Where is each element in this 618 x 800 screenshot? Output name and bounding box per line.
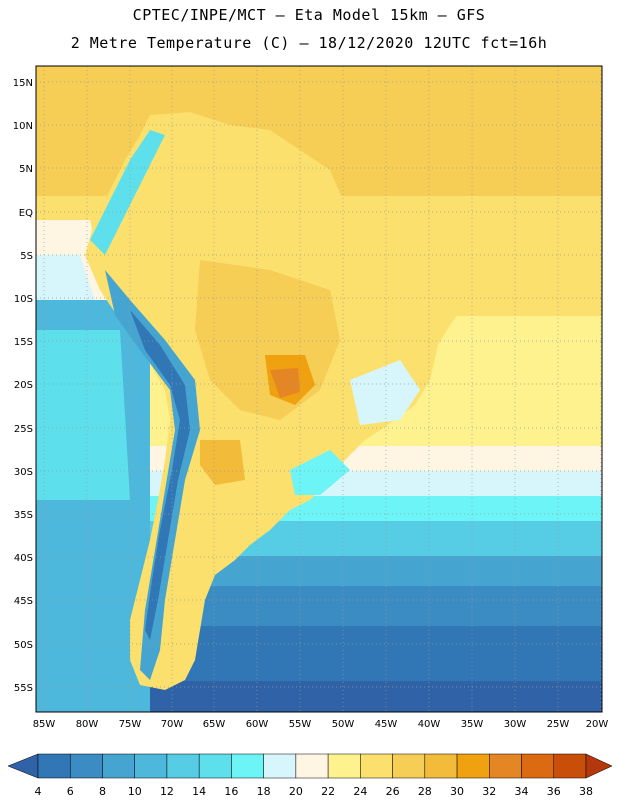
lon-label: 60W — [246, 719, 269, 730]
colorbar-arrow-high — [585, 753, 613, 779]
lon-label: 70W — [161, 719, 184, 730]
map-frame — [35, 65, 603, 713]
colorbar-label: 22 — [321, 785, 335, 798]
lat-label: 10N — [13, 121, 33, 132]
lat-label: 15S — [14, 337, 33, 348]
colorbar-label: 20 — [289, 785, 303, 798]
colorbar-label: 18 — [257, 785, 271, 798]
colorbar-swatch — [69, 753, 103, 779]
lon-label: 50W — [332, 719, 355, 730]
lat-label: EQ — [19, 208, 33, 219]
colorbar-swatch — [37, 753, 71, 779]
colorbar-label: 14 — [192, 785, 206, 798]
lat-label: 40S — [14, 553, 33, 564]
lon-label: 65W — [203, 719, 226, 730]
colorbar-label: 12 — [160, 785, 174, 798]
colorbar-label: 10 — [128, 785, 142, 798]
colorbar-swatch — [102, 753, 135, 779]
map-subtitle: 2 Metre Temperature (C) – 18/12/2020 12U… — [70, 34, 548, 52]
lat-label: 10S — [14, 294, 33, 305]
lon-label: 25W — [547, 719, 570, 730]
lat-label: 20S — [14, 380, 33, 391]
colorbar-label: 4 — [35, 785, 42, 798]
temperature-field — [36, 66, 602, 712]
lon-label: 55W — [289, 719, 312, 730]
lat-label: 15N — [13, 78, 33, 89]
colorbar-swatch — [456, 753, 490, 779]
colorbar-arrow-low — [7, 753, 39, 779]
lat-label: 25S — [14, 424, 33, 435]
colorbar-swatch — [295, 753, 329, 779]
colorbar-swatch — [392, 753, 426, 779]
colorbar-label: 38 — [579, 785, 593, 798]
lat-label: 35S — [14, 510, 33, 521]
lat-label: 45S — [14, 596, 33, 607]
colorbar-label: 16 — [224, 785, 238, 798]
colorbar-label: 36 — [547, 785, 561, 798]
lon-label: 20W — [586, 719, 609, 730]
colorbar-swatch — [263, 753, 297, 779]
colorbar-label: 8 — [99, 785, 106, 798]
lon-label: 75W — [119, 719, 142, 730]
colorbar-swatch — [166, 753, 200, 779]
lon-label: 30W — [504, 719, 527, 730]
colorbar-label: 24 — [353, 785, 367, 798]
colorbar-swatch — [134, 753, 168, 779]
lat-label: 55S — [14, 683, 33, 694]
colorbar-swatch — [424, 753, 458, 779]
colorbar-label: 30 — [450, 785, 464, 798]
map-title: CPTEC/INPE/MCT – Eta Model 15km – GFS — [132, 6, 486, 24]
lon-label: 35W — [461, 719, 484, 730]
colorbar-swatch — [327, 753, 361, 779]
colorbar-label: 34 — [515, 785, 529, 798]
colorbar-label: 32 — [482, 785, 496, 798]
lon-label: 80W — [76, 719, 99, 730]
colorbar-swatch — [360, 753, 393, 779]
colorbar-swatch — [553, 753, 587, 779]
colorbar-swatch — [521, 753, 555, 779]
lat-label: 5S — [20, 251, 33, 262]
colorbar-swatch — [489, 753, 522, 779]
colorbar-swatch — [231, 753, 264, 779]
latitude-labels: 15N 10N 5N EQ 5S 10S 15S 20S 25S 30S 35S… — [13, 78, 33, 694]
lat-label: 30S — [14, 467, 33, 478]
longitude-labels: 85W 80W 75W 70W 65W 60W 55W 50W 45W 40W … — [33, 719, 609, 730]
lon-label: 45W — [375, 719, 398, 730]
lon-label: 85W — [33, 719, 56, 730]
color-legend: 4 6 8 10 12 14 16 18 20 22 24 26 28 30 32 34 36 38 — [7, 753, 613, 798]
colorbar-label: 6 — [67, 785, 74, 798]
colorbar-label: 28 — [418, 785, 432, 798]
lon-label: 40W — [418, 719, 441, 730]
lat-label: 5N — [19, 164, 33, 175]
lat-label: 50S — [14, 640, 33, 651]
colorbar-swatch — [198, 753, 232, 779]
colorbar-label: 26 — [386, 785, 400, 798]
